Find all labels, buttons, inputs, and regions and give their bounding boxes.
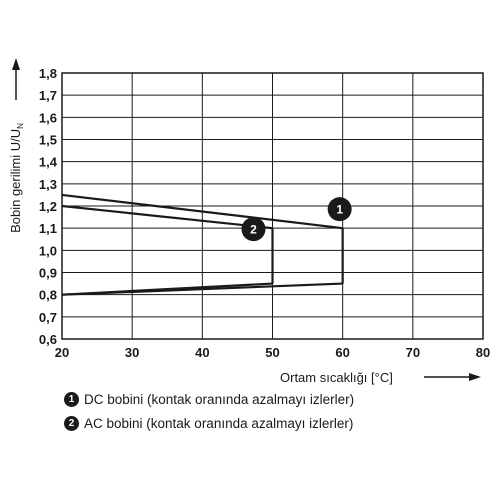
x-tick-label: 40: [195, 345, 209, 360]
series-group: [61, 193, 344, 296]
y-axis-label-subscript: N: [16, 123, 25, 129]
x-tick-label: 30: [125, 345, 139, 360]
x-tick-label: 80: [476, 345, 490, 360]
y-tick-label: 0,8: [39, 288, 57, 303]
y-axis-label: Bobin gerilimi U/U: [8, 129, 23, 233]
x-tick-label: 50: [265, 345, 279, 360]
y-tick-label: 1,3: [39, 177, 57, 192]
y-tick-label: 1,5: [39, 133, 57, 148]
series-1-marker-label: 1: [336, 203, 343, 217]
legend-item-dc: 1 DC bobini (kontak oranında azalmayı iz…: [64, 392, 354, 407]
x-tick-label: 60: [335, 345, 349, 360]
y-tick-label: 1,7: [39, 88, 57, 103]
y-tick-label: 1,2: [39, 199, 57, 214]
y-tick-label: 1,8: [39, 66, 57, 81]
series-2-marker-label: 2: [250, 223, 257, 237]
y-tick-label: 1,6: [39, 110, 57, 125]
x-axis-title: Ortam sıcaklığı [°C]: [280, 370, 481, 385]
legend-item-ac: 2 AC bobini (kontak oranında azalmayı iz…: [64, 416, 353, 431]
legend-text-ac: AC bobini (kontak oranında azalmayı izle…: [84, 416, 354, 431]
legend-text-dc: DC bobini (kontak oranında azalmayı izle…: [84, 392, 355, 407]
x-axis-label: Ortam sıcaklığı [°C]: [280, 370, 393, 385]
marker-1-icon: 1: [64, 392, 79, 407]
y-tick-label: 1,0: [39, 243, 57, 258]
y-tick-label: 0,9: [39, 266, 57, 281]
series-1-marker: [327, 197, 352, 222]
y-tick-label: 0,7: [39, 310, 57, 325]
y-tick-label: 1,4: [39, 155, 58, 170]
series-2-marker: [241, 217, 266, 242]
y-tick-label: 1,1: [39, 221, 57, 236]
series-1-upper-line: [61, 193, 343, 230]
series-2-lower-line: [61, 282, 273, 296]
y-axis-arrow: [12, 58, 20, 100]
series-2-upper-line: [61, 204, 273, 230]
x-tick-label: 70: [406, 345, 420, 360]
grid: [61, 72, 484, 340]
tick-labels: 20 30 40 50 60 70 80 0,6 0,7 0,8 0,9 1,0 1,1 1,2 1,3 1,…: [39, 66, 490, 360]
series-markers: 12: [241, 197, 352, 242]
svg-text:Bobin gerilimi U/UN: Bobin gerilimi U/UN: [8, 123, 25, 233]
y-axis-title: Bobin gerilimi U/UN: [8, 58, 25, 233]
y-tick-label: 0,6: [39, 332, 57, 347]
x-axis-arrow: [424, 373, 481, 381]
marker-2-icon: 2: [64, 416, 79, 431]
x-tick-label: 20: [55, 345, 69, 360]
